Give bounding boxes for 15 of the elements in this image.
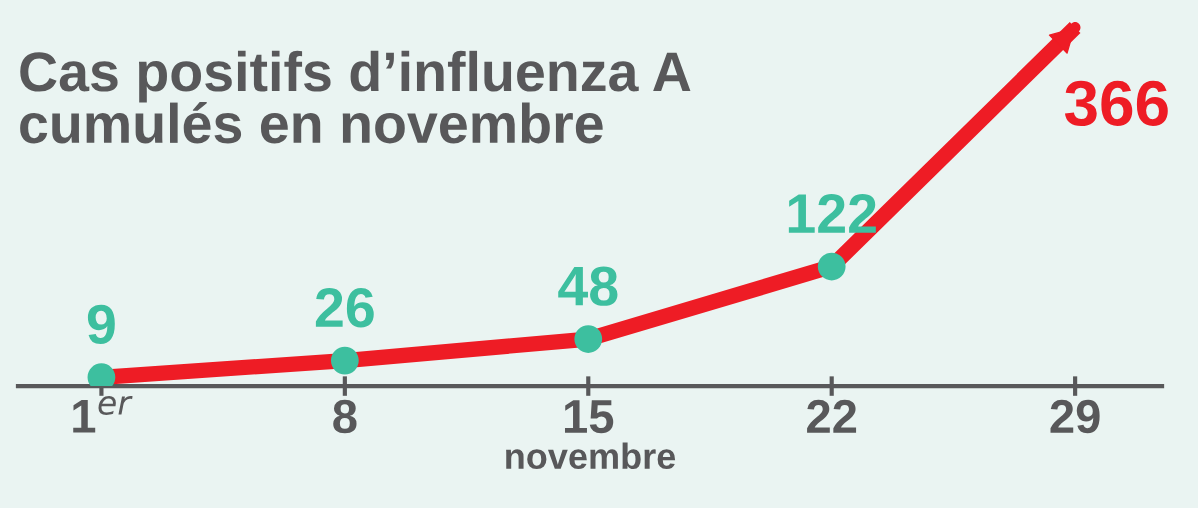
data-label: 26 — [315, 288, 374, 328]
point — [574, 325, 603, 353]
x-tick-label: 15 — [564, 400, 614, 434]
data-label: 366 — [1064, 80, 1168, 127]
x-tick-label: 22 — [807, 399, 857, 433]
x-axis-title: novembre — [506, 442, 676, 470]
point — [817, 252, 846, 281]
data-label: 122 — [788, 194, 876, 233]
text: Cas positifs d’influenza A cumulés en novembre — [20, 50, 691, 144]
x-tick-label: 29 — [1050, 399, 1100, 434]
data-label: 9 — [87, 304, 115, 345]
data-label: 48 — [558, 266, 618, 306]
x-tick-label: 1$^{er}$ — [73, 395, 133, 433]
x-tick-label: 8 — [333, 399, 357, 434]
point — [330, 346, 359, 375]
